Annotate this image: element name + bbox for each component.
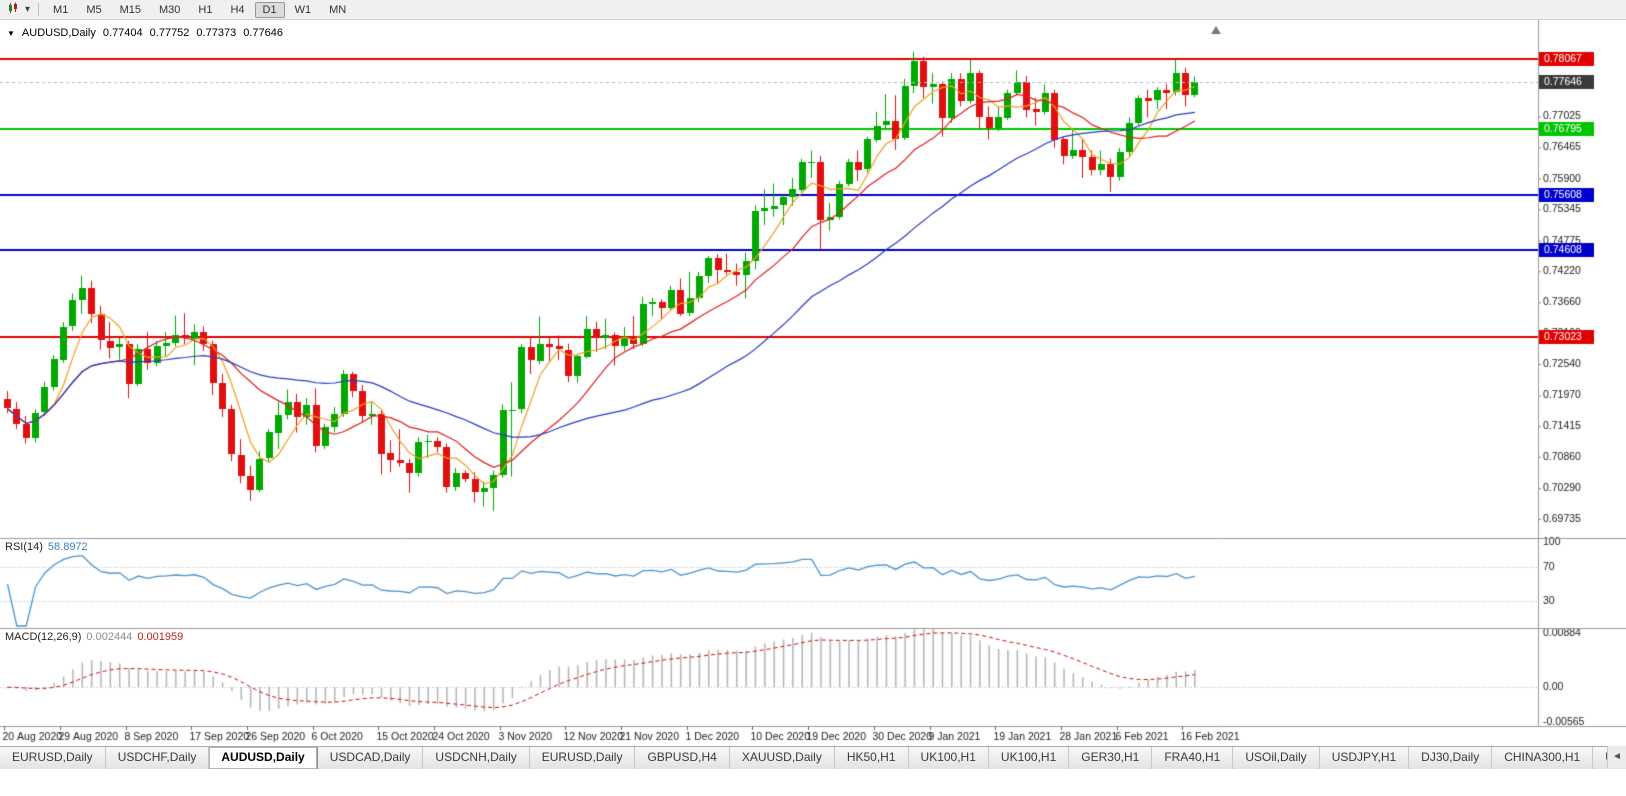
symbol-tab-usdcnh-daily[interactable]: USDCNH,Daily — [423, 747, 530, 769]
timeframe-button-mn[interactable]: MN — [329, 3, 347, 16]
symbol-tab-usdjpy-h1[interactable]: USDJPY,H1 — [1319, 747, 1410, 769]
symbol-tab-ger30-h1[interactable]: GER30,H1 — [1069, 747, 1153, 769]
symbol-tab-usdcad-daily[interactable]: USDCAD,Daily — [317, 747, 424, 769]
symbol-tab-uk100-h1[interactable]: UK100,H1 — [908, 747, 989, 769]
symbol-tab-fra40-h1[interactable]: FRA40,H1 — [1152, 747, 1234, 769]
timeframe-button-m1[interactable]: M1 — [53, 3, 69, 16]
timeframe-buttons: M1 M5 M15 M30 H1 H4 D1 W1 MN — [44, 1, 355, 18]
chart-canvas[interactable] — [0, 20, 1626, 746]
symbol-tab-eurusd-daily[interactable]: EURUSD,Daily — [529, 747, 636, 769]
symbol-tab-audusd-daily[interactable]: AUDUSD,Daily — [209, 747, 318, 769]
timeframe-button-h1[interactable]: H1 — [198, 3, 213, 16]
timeframe-button-m30[interactable]: M30 — [159, 3, 181, 16]
chart-type-dropdown-icon[interactable]: ▾ — [25, 4, 31, 15]
timeframe-button-d1[interactable]: D1 — [254, 1, 285, 18]
symbol-tab-gbpusd-h4[interactable]: GBPUSD,H4 — [635, 747, 730, 769]
candlestick-chart-type-icon[interactable] — [4, 2, 22, 17]
tab-scroll-left-icon[interactable]: ◄ — [1607, 746, 1626, 768]
candlestick-glyph — [9, 2, 17, 13]
symbol-tab-eurusd-daily[interactable]: EURUSD,Daily — [0, 747, 106, 769]
symbol-tab-china300-h1[interactable]: CHINA300,H1 — [1492, 747, 1594, 769]
timeframe-button-m15[interactable]: M15 — [119, 3, 141, 16]
timeframe-button-m5[interactable]: M5 — [86, 3, 102, 16]
symbol-tab-hk50-h1[interactable]: HK50,H1 — [834, 747, 909, 769]
symbol-tab-dj30-daily[interactable]: DJ30,Daily — [1409, 747, 1493, 769]
timeframe-button-h4[interactable]: H4 — [230, 3, 245, 16]
symbol-tab-bar: EURUSD,Daily USDCHF,Daily AUDUSD,Daily USDC… — [0, 746, 1626, 769]
symbol-tab-usoil-daily[interactable]: USOil,Daily — [1233, 747, 1320, 769]
symbol-tab-uk100-h1[interactable]: UK100,H1 — [988, 747, 1070, 769]
timeframe-toolbar: ▾ M1 M5 M15 M30 H1 H4 D1 W1 MN — [0, 0, 1626, 20]
timeframe-button-w1[interactable]: W1 — [294, 3, 312, 16]
toolbar-separator — [38, 3, 40, 16]
symbol-tab-xauusd-daily[interactable]: XAUUSD,Daily — [729, 747, 835, 769]
symbol-tab-usdchf-daily[interactable]: USDCHF,Daily — [105, 747, 210, 769]
